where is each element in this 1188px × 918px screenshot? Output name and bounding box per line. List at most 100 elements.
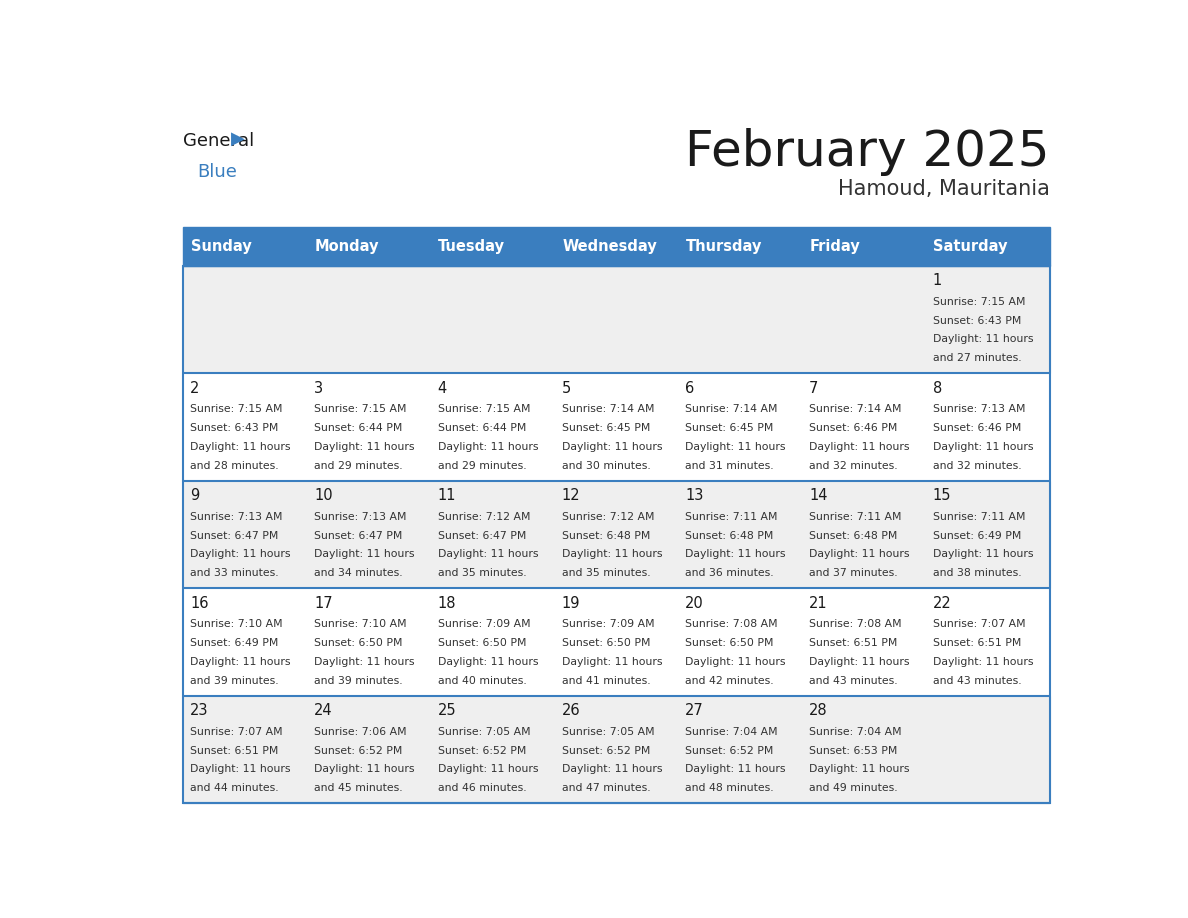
Text: Sunrise: 7:04 AM: Sunrise: 7:04 AM [809, 727, 902, 737]
Text: Tuesday: Tuesday [438, 239, 505, 254]
Text: Sunset: 6:52 PM: Sunset: 6:52 PM [437, 745, 526, 756]
Text: and 41 minutes.: and 41 minutes. [562, 676, 650, 686]
Text: 12: 12 [562, 488, 580, 503]
Text: 8: 8 [933, 381, 942, 396]
Text: Daylight: 11 hours: Daylight: 11 hours [562, 765, 662, 775]
Text: Daylight: 11 hours: Daylight: 11 hours [685, 550, 785, 559]
Text: 25: 25 [437, 703, 456, 718]
Text: Daylight: 11 hours: Daylight: 11 hours [314, 442, 415, 452]
Text: 16: 16 [190, 596, 209, 610]
Text: Sunrise: 7:06 AM: Sunrise: 7:06 AM [314, 727, 406, 737]
Text: Sunset: 6:52 PM: Sunset: 6:52 PM [562, 745, 650, 756]
Text: 19: 19 [562, 596, 580, 610]
Text: and 28 minutes.: and 28 minutes. [190, 461, 279, 471]
Text: Blue: Blue [197, 162, 238, 181]
Text: Monday: Monday [315, 239, 379, 254]
Text: 6: 6 [685, 381, 695, 396]
Text: Sunrise: 7:05 AM: Sunrise: 7:05 AM [437, 727, 530, 737]
Text: and 39 minutes.: and 39 minutes. [190, 676, 279, 686]
Text: Sunset: 6:46 PM: Sunset: 6:46 PM [809, 423, 897, 433]
Text: Sunrise: 7:14 AM: Sunrise: 7:14 AM [809, 404, 902, 414]
Text: 15: 15 [933, 488, 952, 503]
Text: Sunset: 6:51 PM: Sunset: 6:51 PM [190, 745, 278, 756]
Text: Sunrise: 7:14 AM: Sunrise: 7:14 AM [562, 404, 655, 414]
Text: Daylight: 11 hours: Daylight: 11 hours [437, 442, 538, 452]
Text: and 27 minutes.: and 27 minutes. [933, 353, 1022, 364]
Text: Sunset: 6:49 PM: Sunset: 6:49 PM [190, 638, 278, 648]
Text: 10: 10 [314, 488, 333, 503]
Text: Sunset: 6:45 PM: Sunset: 6:45 PM [562, 423, 650, 433]
Text: and 33 minutes.: and 33 minutes. [190, 568, 279, 578]
Text: Sunset: 6:50 PM: Sunset: 6:50 PM [437, 638, 526, 648]
Text: Sunrise: 7:04 AM: Sunrise: 7:04 AM [685, 727, 778, 737]
Text: Daylight: 11 hours: Daylight: 11 hours [437, 765, 538, 775]
Text: Daylight: 11 hours: Daylight: 11 hours [809, 550, 910, 559]
Text: Daylight: 11 hours: Daylight: 11 hours [437, 550, 538, 559]
Text: Sunrise: 7:15 AM: Sunrise: 7:15 AM [437, 404, 530, 414]
Text: Sunset: 6:53 PM: Sunset: 6:53 PM [809, 745, 897, 756]
Text: and 29 minutes.: and 29 minutes. [314, 461, 403, 471]
Text: and 34 minutes.: and 34 minutes. [314, 568, 403, 578]
Text: and 48 minutes.: and 48 minutes. [685, 783, 773, 793]
Text: Daylight: 11 hours: Daylight: 11 hours [562, 657, 662, 667]
Text: Sunset: 6:43 PM: Sunset: 6:43 PM [933, 316, 1022, 326]
Text: Sunrise: 7:15 AM: Sunrise: 7:15 AM [933, 297, 1025, 307]
Text: and 47 minutes.: and 47 minutes. [562, 783, 650, 793]
Text: Sunset: 6:52 PM: Sunset: 6:52 PM [685, 745, 773, 756]
Text: 27: 27 [685, 703, 704, 718]
Text: 14: 14 [809, 488, 828, 503]
Text: Hamoud, Mauritania: Hamoud, Mauritania [838, 179, 1050, 199]
Text: Sunrise: 7:05 AM: Sunrise: 7:05 AM [562, 727, 655, 737]
Bar [183, 696, 1050, 803]
Text: 23: 23 [190, 703, 209, 718]
Text: General: General [183, 131, 254, 150]
Text: 11: 11 [437, 488, 456, 503]
Text: and 45 minutes.: and 45 minutes. [314, 783, 403, 793]
Text: Daylight: 11 hours: Daylight: 11 hours [190, 550, 291, 559]
Text: Daylight: 11 hours: Daylight: 11 hours [933, 334, 1034, 344]
Text: Sunrise: 7:09 AM: Sunrise: 7:09 AM [562, 620, 655, 630]
Text: and 32 minutes.: and 32 minutes. [809, 461, 898, 471]
Text: Sunrise: 7:12 AM: Sunrise: 7:12 AM [437, 512, 530, 521]
Text: 7: 7 [809, 381, 819, 396]
Text: Sunrise: 7:11 AM: Sunrise: 7:11 AM [809, 512, 902, 521]
Text: Sunrise: 7:10 AM: Sunrise: 7:10 AM [190, 620, 283, 630]
Text: 22: 22 [933, 596, 952, 610]
Text: Sunset: 6:47 PM: Sunset: 6:47 PM [314, 531, 403, 541]
Text: and 31 minutes.: and 31 minutes. [685, 461, 773, 471]
Text: 24: 24 [314, 703, 333, 718]
Text: Sunrise: 7:11 AM: Sunrise: 7:11 AM [685, 512, 778, 521]
Text: Daylight: 11 hours: Daylight: 11 hours [809, 442, 910, 452]
Text: Sunrise: 7:09 AM: Sunrise: 7:09 AM [437, 620, 530, 630]
Text: Daylight: 11 hours: Daylight: 11 hours [933, 442, 1034, 452]
Text: Daylight: 11 hours: Daylight: 11 hours [314, 657, 415, 667]
Text: and 38 minutes.: and 38 minutes. [933, 568, 1022, 578]
Text: Sunrise: 7:13 AM: Sunrise: 7:13 AM [190, 512, 283, 521]
Text: Daylight: 11 hours: Daylight: 11 hours [685, 657, 785, 667]
Bar [183, 481, 1050, 588]
Text: Sunrise: 7:08 AM: Sunrise: 7:08 AM [685, 620, 778, 630]
Text: Sunset: 6:45 PM: Sunset: 6:45 PM [685, 423, 773, 433]
Text: Daylight: 11 hours: Daylight: 11 hours [190, 442, 291, 452]
Text: Sunset: 6:48 PM: Sunset: 6:48 PM [685, 531, 773, 541]
Text: 26: 26 [562, 703, 580, 718]
Text: Sunrise: 7:14 AM: Sunrise: 7:14 AM [685, 404, 778, 414]
Text: Daylight: 11 hours: Daylight: 11 hours [314, 765, 415, 775]
Text: Daylight: 11 hours: Daylight: 11 hours [190, 765, 291, 775]
Text: and 49 minutes.: and 49 minutes. [809, 783, 898, 793]
Text: and 32 minutes.: and 32 minutes. [933, 461, 1022, 471]
Text: and 29 minutes.: and 29 minutes. [437, 461, 526, 471]
Bar [183, 227, 1050, 265]
Text: Sunrise: 7:15 AM: Sunrise: 7:15 AM [190, 404, 283, 414]
Text: and 46 minutes.: and 46 minutes. [437, 783, 526, 793]
Text: 13: 13 [685, 488, 703, 503]
Text: 4: 4 [437, 381, 447, 396]
Text: Daylight: 11 hours: Daylight: 11 hours [190, 657, 291, 667]
Text: 28: 28 [809, 703, 828, 718]
Text: Sunset: 6:44 PM: Sunset: 6:44 PM [437, 423, 526, 433]
Text: Sunrise: 7:07 AM: Sunrise: 7:07 AM [190, 727, 283, 737]
Text: Sunrise: 7:07 AM: Sunrise: 7:07 AM [933, 620, 1025, 630]
Text: Sunset: 6:44 PM: Sunset: 6:44 PM [314, 423, 403, 433]
Text: and 44 minutes.: and 44 minutes. [190, 783, 279, 793]
Text: Friday: Friday [810, 239, 860, 254]
